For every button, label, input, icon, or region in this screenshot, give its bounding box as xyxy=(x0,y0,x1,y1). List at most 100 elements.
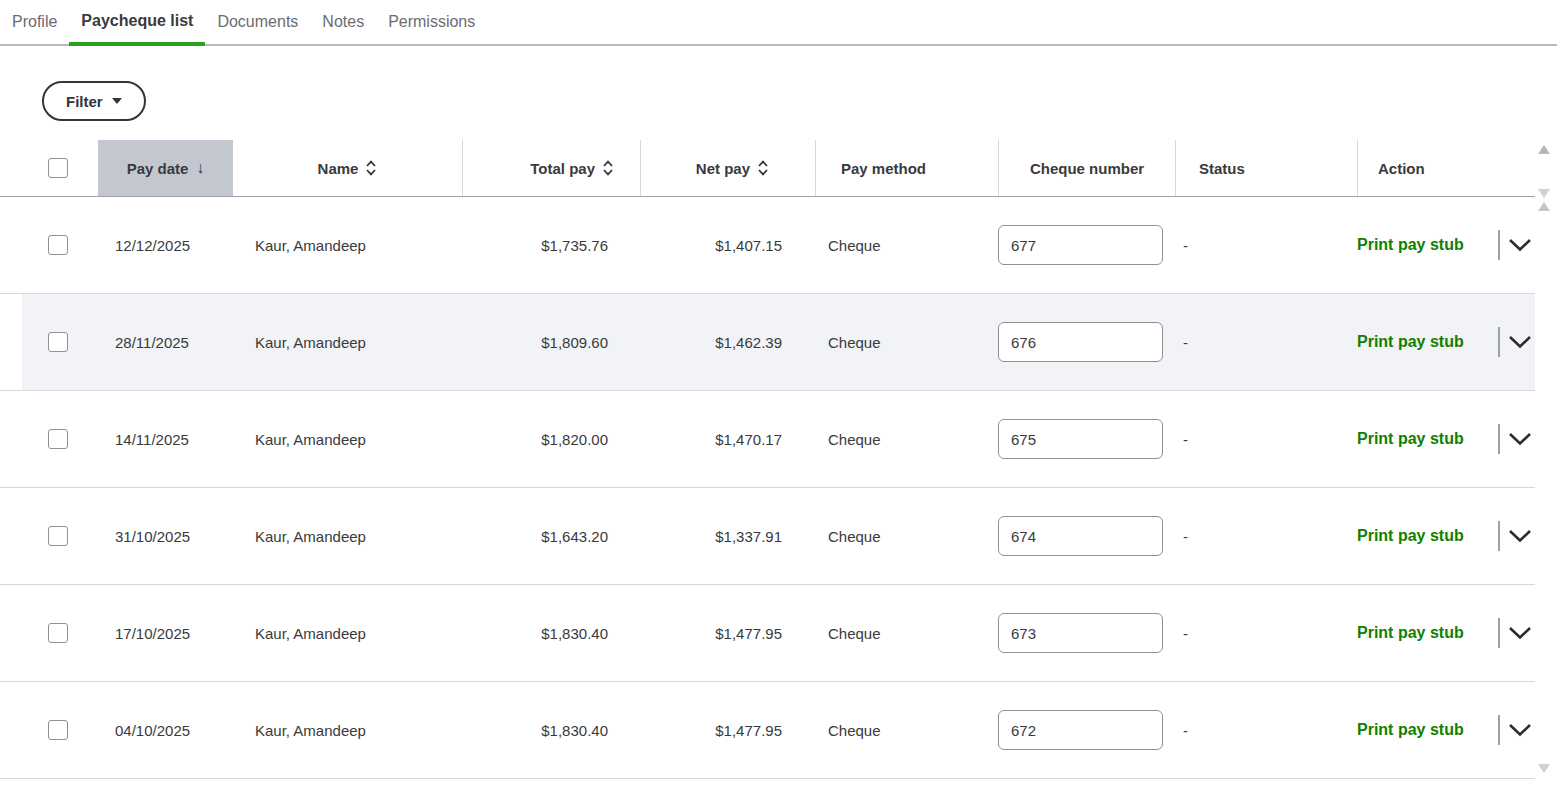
filter-button[interactable]: Filter xyxy=(42,81,146,121)
total-pay-value: $1,820.00 xyxy=(541,431,608,448)
action-cell: Print pay stub xyxy=(1357,294,1535,390)
pay-date-cell: 31/10/2025 xyxy=(98,488,233,584)
tab-profile[interactable]: Profile xyxy=(0,0,69,46)
scroll-down-icon[interactable] xyxy=(1538,189,1550,198)
sort-toggle-icon xyxy=(365,159,377,177)
print-pay-stub-link[interactable]: Print pay stub xyxy=(1357,624,1464,642)
pay-date-value: 04/10/2025 xyxy=(115,722,190,739)
tab-documents[interactable]: Documents xyxy=(205,0,310,46)
row-checkbox[interactable] xyxy=(48,429,68,449)
scroll-up-icon[interactable] xyxy=(1538,202,1550,211)
scroll-up-icon[interactable] xyxy=(1538,145,1550,154)
paycheque-list-page: Profile Paycheque list Documents Notes P… xyxy=(0,0,1557,796)
row-menu-button[interactable] xyxy=(1500,432,1532,446)
column-header-pay-date-label: Pay date xyxy=(127,160,189,177)
tab-bar: Profile Paycheque list Documents Notes P… xyxy=(0,0,1557,46)
pay-method-cell: Cheque xyxy=(815,585,998,681)
action-cell: Print pay stub xyxy=(1357,197,1535,293)
tab-notes[interactable]: Notes xyxy=(310,0,376,46)
pay-date-cell: 14/11/2025 xyxy=(98,391,233,487)
tab-label: Documents xyxy=(217,13,298,31)
toolbar: Filter xyxy=(42,81,1557,121)
total-pay-value: $1,643.20 xyxy=(541,528,608,545)
cheque-number-input[interactable] xyxy=(998,710,1163,750)
print-pay-stub-link[interactable]: Print pay stub xyxy=(1357,721,1464,739)
row-checkbox[interactable] xyxy=(48,623,68,643)
table-header-row: Pay date ↓ Name Total pay Net pay Pay me… xyxy=(0,140,1535,197)
name-value: Kaur, Amandeep xyxy=(255,722,366,739)
name-value: Kaur, Amandeep xyxy=(255,334,366,351)
table-row: 17/10/2025 Kaur, Amandeep $1,830.40 $1,4… xyxy=(0,585,1535,682)
pay-date-cell: 12/12/2025 xyxy=(98,197,233,293)
pay-date-value: 12/12/2025 xyxy=(115,237,190,254)
action-cell: Print pay stub xyxy=(1357,585,1535,681)
cheque-number-input[interactable] xyxy=(998,225,1163,265)
cheque-number-input[interactable] xyxy=(998,613,1163,653)
column-header-cheque-number-label: Cheque number xyxy=(1030,160,1144,177)
scroll-down-icon[interactable] xyxy=(1538,764,1550,773)
net-pay-value: $1,407.15 xyxy=(715,237,782,254)
net-pay-cell: $1,477.95 xyxy=(640,585,815,681)
column-header-total-pay-label: Total pay xyxy=(530,160,595,177)
row-menu-button[interactable] xyxy=(1500,335,1532,349)
cheque-number-input[interactable] xyxy=(998,419,1163,459)
total-pay-cell: $1,809.60 xyxy=(462,294,640,390)
name-value: Kaur, Amandeep xyxy=(255,528,366,545)
status-value: - xyxy=(1183,237,1188,254)
row-checkbox[interactable] xyxy=(48,526,68,546)
total-pay-value: $1,809.60 xyxy=(541,334,608,351)
row-menu-button[interactable] xyxy=(1500,529,1532,543)
table-row: 12/12/2025 Kaur, Amandeep $1,735.76 $1,4… xyxy=(0,197,1535,294)
print-pay-stub-link[interactable]: Print pay stub xyxy=(1357,430,1464,448)
row-checkbox[interactable] xyxy=(48,332,68,352)
status-value: - xyxy=(1183,334,1188,351)
row-select-cell xyxy=(0,197,98,293)
tab-label: Paycheque list xyxy=(81,12,193,30)
table-row: 04/10/2025 Kaur, Amandeep $1,830.40 $1,4… xyxy=(0,682,1535,779)
tab-permissions[interactable]: Permissions xyxy=(376,0,487,46)
paycheque-table: Pay date ↓ Name Total pay Net pay Pay me… xyxy=(0,140,1535,779)
total-pay-cell: $1,830.40 xyxy=(462,585,640,681)
pay-method-cell: Cheque xyxy=(815,391,998,487)
cheque-number-input[interactable] xyxy=(998,516,1163,556)
pay-method-cell: Cheque xyxy=(815,682,998,778)
status-cell: - xyxy=(1175,391,1357,487)
print-pay-stub-link[interactable]: Print pay stub xyxy=(1357,333,1464,351)
tab-paycheque-list[interactable]: Paycheque list xyxy=(69,0,205,46)
cheque-number-cell xyxy=(998,294,1175,390)
column-header-total-pay[interactable]: Total pay xyxy=(462,140,640,196)
status-cell: - xyxy=(1175,585,1357,681)
row-select-cell xyxy=(0,682,98,778)
row-menu-button[interactable] xyxy=(1500,723,1532,737)
name-value: Kaur, Amandeep xyxy=(255,431,366,448)
status-cell: - xyxy=(1175,682,1357,778)
column-header-net-pay[interactable]: Net pay xyxy=(640,140,815,196)
pay-method-value: Cheque xyxy=(828,334,881,351)
row-select-cell xyxy=(0,294,98,390)
row-checkbox[interactable] xyxy=(48,235,68,255)
name-value: Kaur, Amandeep xyxy=(255,237,366,254)
select-all-checkbox[interactable] xyxy=(48,158,68,178)
print-pay-stub-link[interactable]: Print pay stub xyxy=(1357,236,1464,254)
row-menu-button[interactable] xyxy=(1500,238,1532,252)
total-pay-cell: $1,830.40 xyxy=(462,682,640,778)
row-menu-button[interactable] xyxy=(1500,626,1532,640)
status-value: - xyxy=(1183,528,1188,545)
print-pay-stub-link[interactable]: Print pay stub xyxy=(1357,527,1464,545)
name-cell: Kaur, Amandeep xyxy=(233,294,462,390)
column-header-action: Action xyxy=(1357,140,1535,196)
sort-toggle-icon xyxy=(757,159,769,177)
pay-method-cell: Cheque xyxy=(815,488,998,584)
column-header-name[interactable]: Name xyxy=(233,140,462,196)
net-pay-value: $1,462.39 xyxy=(715,334,782,351)
row-checkbox[interactable] xyxy=(48,720,68,740)
filter-button-label: Filter xyxy=(66,93,103,110)
table-row: 14/11/2025 Kaur, Amandeep $1,820.00 $1,4… xyxy=(0,391,1535,488)
tab-label: Notes xyxy=(322,13,364,31)
total-pay-value: $1,830.40 xyxy=(541,625,608,642)
cheque-number-input[interactable] xyxy=(998,322,1163,362)
pay-date-cell: 04/10/2025 xyxy=(98,682,233,778)
column-header-pay-date[interactable]: Pay date ↓ xyxy=(98,140,233,196)
pay-method-value: Cheque xyxy=(828,237,881,254)
net-pay-value: $1,470.17 xyxy=(715,431,782,448)
